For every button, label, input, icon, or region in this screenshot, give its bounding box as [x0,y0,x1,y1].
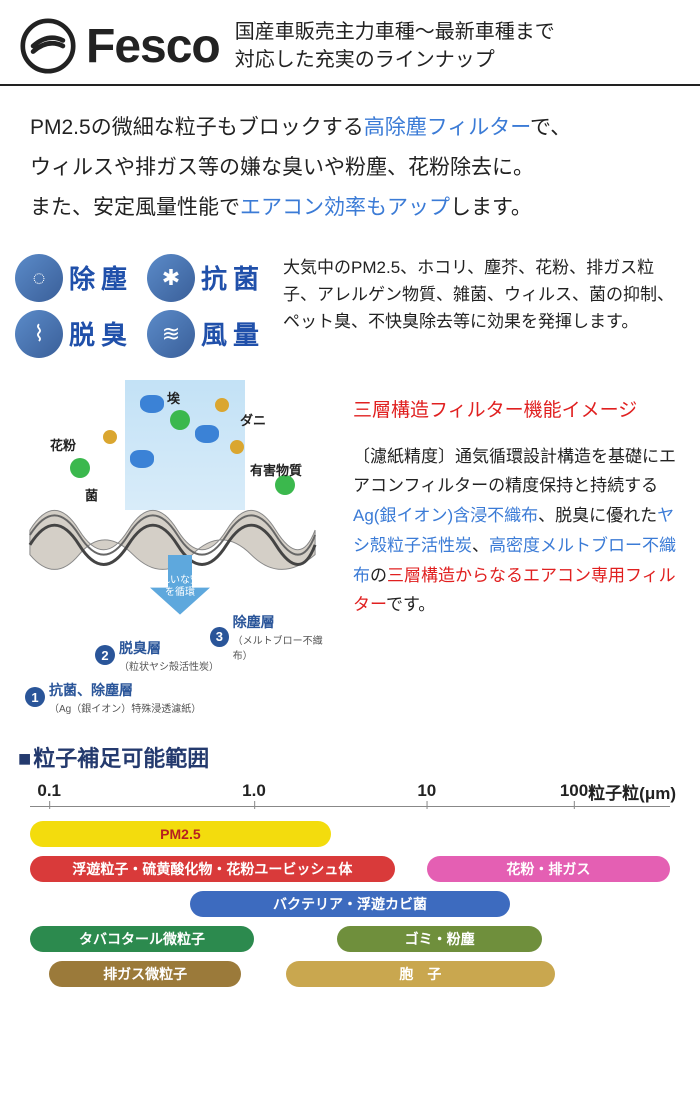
airflow-icon: ≋ [147,310,195,358]
feature-airflow: ≋風量 [147,310,265,358]
fesco-mark-icon [20,18,76,74]
page-header: Fesco 国産車販売主力車種〜最新車種まで 対応した充実のラインナップ [0,0,700,86]
chart-bars: PM2.5 浮遊粒子・硫黄酸化物・花粉ユービッシュ体 花粉・排ガスバクテリア・浮遊カ… [30,821,670,1031]
range-bar: バクテリア・浮遊カビ菌 [190,891,510,917]
axis-tick: 10 [417,781,436,801]
brand-logo: Fesco [20,18,220,74]
feature-antibac: ✱抗菌 [147,254,265,302]
chart-title: 粒子補足可能範囲 [18,741,682,773]
label-dust: 埃 [167,388,180,407]
axis-tick: 1.0 [242,781,266,801]
particle-icon [140,395,164,413]
callout-layer2: 2脱臭層（粒状ヤシ殻活性炭） [95,638,219,673]
range-bar: 浮遊粒子・硫黄酸化物・花粉ユービッシュ体 [30,856,395,882]
particle-icon [170,410,190,430]
tagline-line1: 国産車販売主力車種〜最新車種まで [235,18,555,46]
callout-layer3: 3除塵層（メルトブロー不織布） [210,612,335,662]
diagram-description: 三層構造フィルター機能イメージ 〔濾紙精度〕通気循環設計構造を基礎にエアコンフィ… [353,380,685,710]
feature-description: 大気中のPM2.5、ホコリ、塵芥、花粉、排ガス粒子、アレルゲン物質、雑菌、ウィル… [283,254,685,358]
brand-name: Fesco [86,19,220,74]
feature-icons: ◌除塵 ✱抗菌 ⌇脱臭 ≋風量 [15,254,265,358]
feature-section: ◌除塵 ✱抗菌 ⌇脱臭 ≋風量 大気中のPM2.5、ホコリ、塵芥、花粉、排ガス粒… [0,246,700,370]
range-bar: ゴミ・粉塵 [337,926,542,952]
dust-icon: ◌ [15,254,63,302]
highlight-filter: 高除塵フィルター [364,116,530,139]
label-pollen: 花粉 [50,435,76,454]
chart-axis: 粒子粒(μm) 0.11.010100 [30,781,670,807]
particle-range-chart: 粒子補足可能範囲 粒子粒(μm) 0.1 1.0 10 100 PM2.5 浮遊粒子・硫… [0,725,700,1051]
range-bar: 胞 子 [286,961,555,987]
tagline-line2: 対応した充実のラインナップ [235,46,555,74]
diagram-body: 〔濾紙精度〕通気循環設計構造を基礎にエアコンフィルターの精度保持と持続するAg(… [353,442,685,621]
diagram-section: 埃 ダニ 花粉 菌 有害物質 きれいな空気を循環 3除塵層（メルトブロー不織布）… [0,370,700,725]
particle-icon [195,425,219,443]
tagline: 国産車販売主力車種〜最新車種まで 対応した充実のラインナップ [235,18,555,74]
feature-dust: ◌除塵 [15,254,133,302]
axis-tick: 100 [560,781,588,801]
range-bar: 花粉・排ガス [427,856,670,882]
particle-icon [230,440,244,454]
callout-layer1: 1抗菌、除塵層（Ag（銀イオン）特殊浸透濾紙） [25,680,201,715]
particle-icon [103,430,117,444]
particle-icon [215,398,229,412]
axis-unit-label: 粒子粒(μm) [588,779,676,804]
highlight-efficiency: エアコン効率もアップ [240,196,450,219]
axis-tick: 0.1 [37,781,61,801]
range-bar: タバコタール微粒子 [30,926,254,952]
diagram-title: 三層構造フィルター機能イメージ [353,395,685,422]
range-bar: PM2.5 [30,821,331,847]
antibac-icon: ✱ [147,254,195,302]
feature-deodor: ⌇脱臭 [15,310,133,358]
range-bar: 排ガス微粒子 [49,961,241,987]
particle-icon [130,450,154,468]
deodor-icon: ⌇ [15,310,63,358]
filter-diagram: 埃 ダニ 花粉 菌 有害物質 きれいな空気を循環 3除塵層（メルトブロー不織布）… [15,380,335,710]
intro-text: PM2.5の微細な粒子もブロックする高除塵フィルターで、 ウィルスや排ガス等の嫌… [0,86,700,246]
label-mite: ダニ [240,410,266,429]
